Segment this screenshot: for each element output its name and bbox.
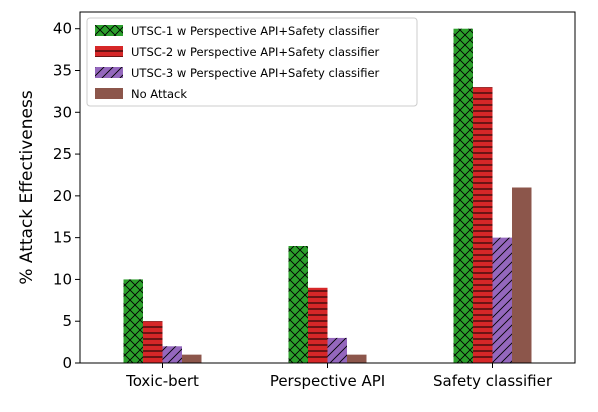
- bar-hatch-3-3: [492, 237, 512, 363]
- y-tick-label: 5: [62, 312, 72, 330]
- y-tick-label: 10: [53, 270, 72, 288]
- legend-swatch-hatch-3: [95, 67, 123, 78]
- legend-label-1: UTSC-1 w Perspective API+Safety classifi…: [131, 24, 380, 38]
- bar-hatch-2-2: [308, 287, 328, 363]
- bar-hatch-2-1: [143, 321, 163, 363]
- bars-group: [123, 28, 532, 363]
- y-tick-label: 15: [53, 229, 72, 247]
- legend-label-4: No Attack: [131, 87, 187, 101]
- y-tick-label: 0: [62, 354, 72, 372]
- x-axis: Toxic-bert Perspective API Safety classifi…: [125, 363, 553, 390]
- legend-box: [86, 17, 418, 107]
- bar-hatch-1-3: [453, 28, 473, 363]
- plot-frame: [79, 11, 576, 364]
- legend-label-2: UTSC-2 w Perspective API+Safety classifi…: [131, 45, 380, 59]
- y-tick-label: 20: [53, 187, 72, 205]
- x-tick-label: Safety classifier: [433, 372, 553, 390]
- bar-hatch-1-2: [288, 246, 308, 363]
- y-axis-label: % Attack Effectiveness: [17, 90, 37, 284]
- x-tick-label: Perspective API: [270, 372, 385, 390]
- legend-swatch-4: [95, 88, 123, 99]
- legend: UTSC-1 w Perspective API+Safety classifi…: [86, 17, 418, 107]
- bar-hatch-3-1: [162, 346, 182, 363]
- bar-4-1: [182, 354, 202, 363]
- y-tick-label: 30: [53, 103, 72, 121]
- y-tick-label: 35: [53, 62, 72, 80]
- y-axis: 0 5 10 15 20 25 30 35 40: [53, 20, 80, 372]
- bar-hatch-3-2: [327, 337, 347, 363]
- bar-hatch-1-1: [123, 279, 143, 363]
- y-tick-label: 25: [53, 145, 72, 163]
- bar-hatch-2-3: [473, 87, 493, 363]
- x-tick-label: Toxic-bert: [125, 372, 199, 390]
- y-tick-label: 40: [53, 20, 72, 38]
- bar-4-2: [347, 354, 367, 363]
- legend-label-3: UTSC-3 w Perspective API+Safety classifi…: [131, 66, 380, 80]
- bar-4-3: [512, 187, 532, 363]
- legend-swatch-hatch-1: [95, 25, 123, 36]
- legend-swatch-hatch-2: [95, 46, 123, 57]
